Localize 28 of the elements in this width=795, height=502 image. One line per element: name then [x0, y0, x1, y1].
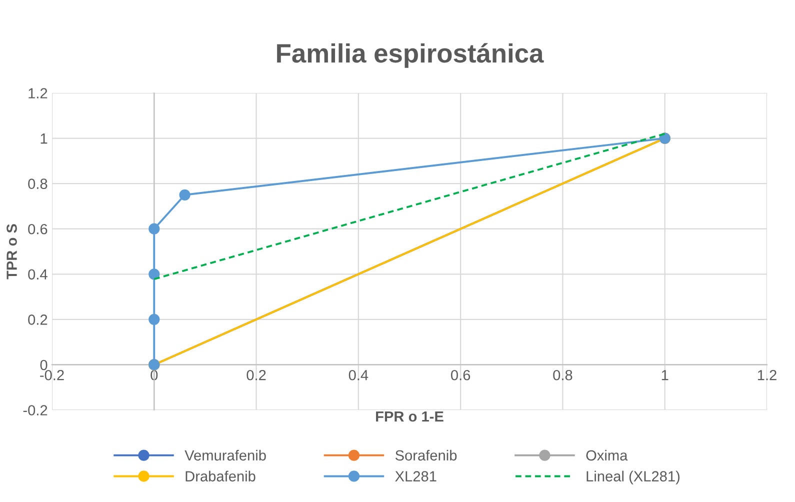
- y-tick-label: 0.8: [28, 178, 48, 189]
- legend-label: Drabafenib: [186, 470, 256, 482]
- point: [148, 268, 160, 280]
- point: [179, 189, 190, 200]
- y-axis-title: TPR o S: [6, 224, 17, 280]
- legend-label: Sorafenib: [395, 450, 457, 461]
- point: [148, 314, 160, 325]
- x-axis-title: FPR o 1-E: [376, 411, 444, 422]
- y-tick-label: 0.6: [28, 224, 48, 234]
- x-tick-label: 1.2: [758, 370, 776, 380]
- x-tick-label: 0.8: [553, 370, 572, 380]
- y-tick-label: 0.4: [28, 269, 48, 280]
- y-tick-label: -0.2: [23, 405, 48, 416]
- legend-label: XL281: [395, 471, 436, 482]
- chart-title: Familia espirostánica: [277, 43, 544, 68]
- legend-label: Lineal (XL281): [586, 470, 680, 484]
- y-tick-label: 0: [40, 360, 48, 370]
- y-tick-label: 1: [40, 134, 48, 144]
- legend-label: Vemurafenib: [184, 450, 266, 461]
- legend-label: Oxima: [586, 450, 628, 461]
- x-tick-label: 0.4: [348, 370, 368, 380]
- x-tick-label: 1: [662, 370, 668, 380]
- x-tick-label: 0.6: [451, 370, 470, 380]
- x-tick-label: 0.2: [246, 370, 266, 380]
- x-tick-label: 0: [150, 370, 158, 380]
- y-tick-label: 1.2: [28, 88, 48, 98]
- y-tick-label: 0.2: [28, 314, 48, 325]
- point: [148, 223, 160, 234]
